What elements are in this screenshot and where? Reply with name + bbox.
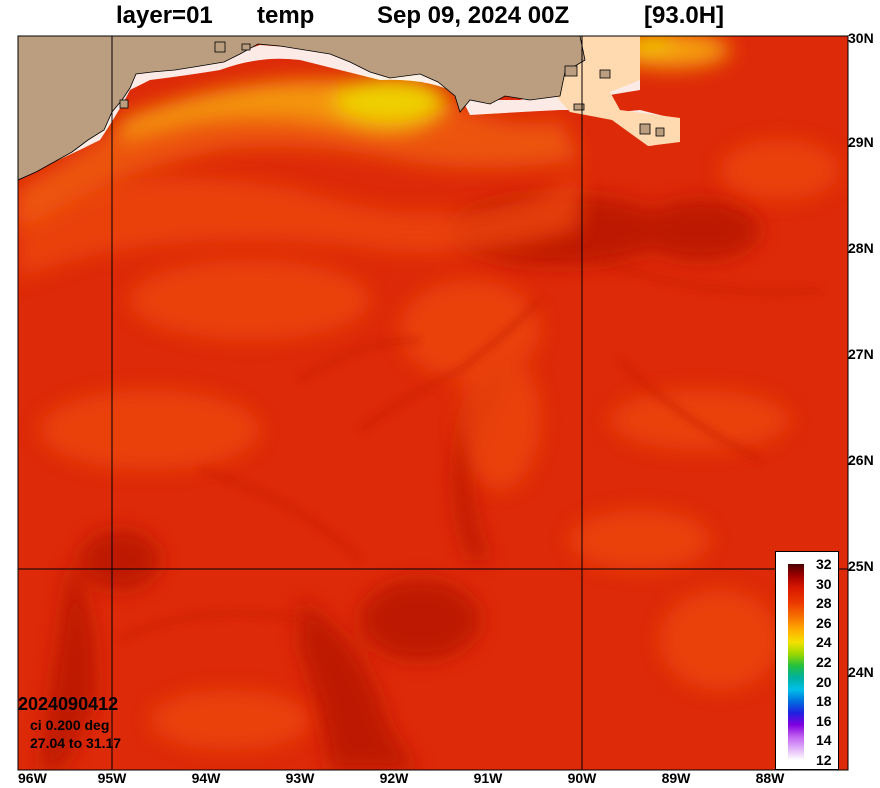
sst-field: [18, 36, 848, 770]
y-tick-label: 25N: [848, 558, 874, 574]
title-layer: layer=01: [116, 2, 213, 29]
value-range: 27.04 to 31.17: [30, 735, 122, 751]
colorbar-label: 24: [816, 634, 832, 651]
colorbar-label: 32: [816, 556, 832, 572]
y-tick-label: 28N: [848, 240, 874, 256]
info-box: 2024090412 ci 0.200 deg 27.04 to 31.17: [18, 694, 121, 751]
colorbar-label: 26: [816, 614, 832, 631]
x-tick-label: 93W: [285, 770, 315, 786]
y-tick-label: 30N: [848, 30, 874, 46]
colorbar-label: 22: [816, 654, 832, 670]
title-datetime: Sep 09, 2024 00Z: [377, 2, 570, 29]
plot-frame: [17, 35, 849, 771]
x-tick-label: 96W: [18, 770, 47, 786]
title-variable: temp: [257, 2, 315, 29]
y-tick-label: 27N: [848, 346, 874, 362]
colorbar-label: 30: [816, 575, 832, 592]
x-tick-label: 92W: [379, 770, 409, 786]
colorbar-strip: [788, 564, 804, 760]
title-forecast-hour: [93.0H]: [644, 2, 725, 29]
map-title: layer=01 temp Sep 09, 2024 00Z [93.0H]: [0, 0, 880, 32]
colorbar-label: 14: [816, 732, 832, 749]
colorbar-label: 16: [816, 712, 832, 729]
colorbar-label: 28: [816, 595, 832, 612]
contour-interval: ci 0.200 deg: [30, 717, 110, 733]
x-tick-label: 91W: [473, 770, 503, 786]
x-tick-label: 88W: [755, 770, 785, 786]
x-tick-label: 94W: [191, 770, 221, 786]
colorbar-label: 20: [816, 673, 832, 690]
y-tick-label: 24N: [848, 664, 874, 680]
x-tick-label: 95W: [97, 770, 127, 786]
x-tick-label: 90W: [567, 770, 597, 786]
run-id: 2024090412: [18, 694, 119, 714]
grid-lines: [18, 36, 848, 770]
y-tick-label: 29N: [848, 134, 874, 150]
colorbar-label: 18: [816, 693, 832, 710]
colorbar: 32 30 28 26 24 22 20 18 16 14 12: [775, 551, 839, 770]
y-tick-label: 26N: [848, 452, 874, 468]
x-tick-label: 89W: [661, 770, 691, 786]
colorbar-label: 12: [816, 752, 832, 768]
